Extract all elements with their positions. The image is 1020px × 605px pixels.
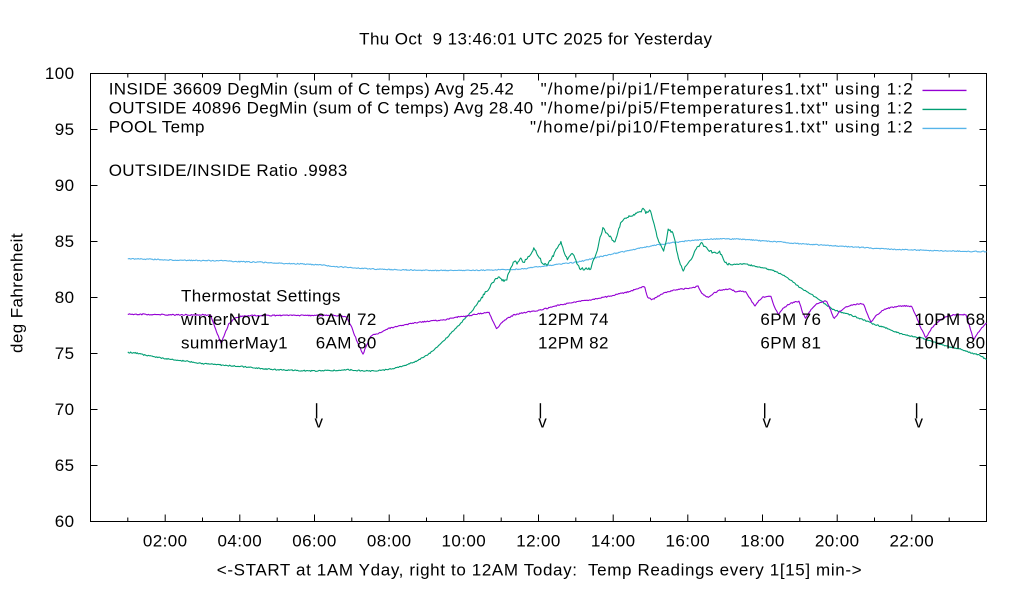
svg-text:04:00: 04:00 (218, 532, 263, 551)
svg-text:16:00: 16:00 (666, 532, 711, 551)
svg-text:95: 95 (55, 120, 75, 139)
svg-text:10PM 80: 10PM 80 (915, 333, 986, 352)
svg-text:6PM 81: 6PM 81 (760, 333, 821, 352)
svg-text:60: 60 (55, 512, 75, 531)
svg-text:85: 85 (55, 232, 75, 251)
svg-text:"/home/pi/pi10/Ftemperatures1.: "/home/pi/pi10/Ftemperatures1.txt" using… (530, 118, 914, 137)
svg-text:v: v (914, 413, 923, 432)
svg-text:deg Fahrenheit: deg Fahrenheit (8, 233, 27, 353)
svg-text:12:00: 12:00 (516, 532, 561, 551)
svg-text:6PM 76: 6PM 76 (760, 310, 821, 329)
svg-text:12PM 74: 12PM 74 (538, 310, 609, 329)
svg-text:75: 75 (55, 344, 75, 363)
svg-text:20:00: 20:00 (815, 532, 860, 551)
svg-text:"/home/pi/pi5/Ftemperatures1.t: "/home/pi/pi5/Ftemperatures1.txt" using … (541, 99, 914, 118)
svg-text:02:00: 02:00 (143, 532, 188, 551)
svg-text:v: v (763, 413, 772, 432)
svg-text:OUTSIDE/INSIDE Ratio .9983: OUTSIDE/INSIDE Ratio .9983 (109, 161, 348, 180)
svg-text:summerMay1: summerMay1 (181, 333, 288, 352)
svg-text:POOL Temp: POOL Temp (109, 118, 205, 137)
svg-text:70: 70 (55, 400, 75, 419)
svg-text:OUTSIDE 40896 DegMin (sum of C: OUTSIDE 40896 DegMin (sum of C temps) Av… (109, 99, 534, 118)
svg-text:80: 80 (55, 288, 75, 307)
svg-text:6AM 72: 6AM 72 (316, 310, 377, 329)
svg-text:winterNov1: winterNov1 (180, 310, 270, 329)
svg-text:18:00: 18:00 (740, 532, 785, 551)
svg-text:14:00: 14:00 (591, 532, 636, 551)
svg-text:08:00: 08:00 (367, 532, 412, 551)
svg-text:22:00: 22:00 (890, 532, 935, 551)
svg-text:10:00: 10:00 (442, 532, 487, 551)
svg-text:10PM 68: 10PM 68 (915, 310, 986, 329)
svg-text:90: 90 (55, 176, 75, 195)
svg-text:Thermostat Settings: Thermostat Settings (181, 287, 341, 306)
svg-text:"/home/pi/pi1/Ftemperatures1.t: "/home/pi/pi1/Ftemperatures1.txt" using … (541, 79, 914, 98)
svg-text:6AM 80: 6AM 80 (316, 333, 377, 352)
svg-text:v: v (538, 413, 547, 432)
svg-text:06:00: 06:00 (292, 532, 337, 551)
svg-text:<-START at 1AM Yday, right to: <-START at 1AM Yday, right to 12AM Today… (217, 561, 862, 580)
svg-text:100: 100 (45, 64, 75, 83)
svg-text:65: 65 (55, 456, 75, 475)
svg-text:INSIDE 36609 DegMin (sum of C: INSIDE 36609 DegMin (sum of C temps) Avg… (109, 79, 515, 98)
svg-text:v: v (314, 413, 323, 432)
svg-text:12PM 82: 12PM 82 (538, 333, 609, 352)
svg-text:Thu Oct 9 13:46:01 UTC 2025 f: Thu Oct 9 13:46:01 UTC 2025 for Yesterda… (359, 30, 712, 49)
